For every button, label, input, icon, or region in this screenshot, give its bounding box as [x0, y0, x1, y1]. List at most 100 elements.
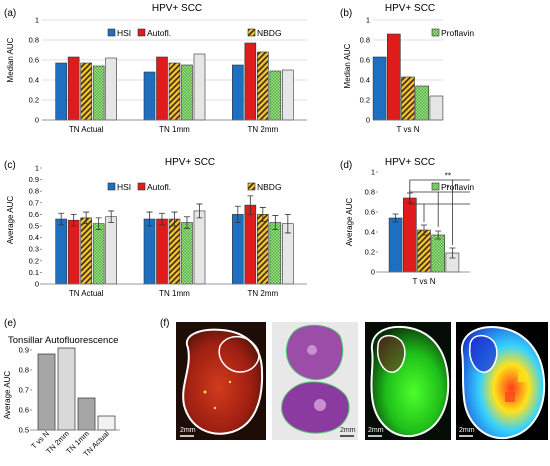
panel-label-c: (c) — [4, 160, 16, 171]
legend-label-c-nbdg: NBDG — [257, 182, 282, 192]
sig-label-proflavin: * — [446, 184, 449, 193]
bar-c-tn-1mm-nbdg — [168, 218, 181, 285]
x-tick-a-1: TN 1mm — [159, 125, 190, 134]
y-tick-c-7: 0.7 — [29, 198, 39, 207]
x-tick-c-0: TN Actual — [69, 289, 104, 298]
specimen-photo-4: 2mm — [456, 322, 548, 440]
y-axis-label-b: Median AUC — [343, 43, 352, 88]
panel-e: (e) Tonsillar Autofluorescence Average A… — [3, 318, 120, 458]
bar-c-tn-actual-proflavin — [92, 223, 105, 285]
panel-c: (c) HPV+ SCC Average AUC HSI Autofl. NBDG P… — [4, 157, 474, 298]
bar-a-tn-2mm-hsi — [232, 64, 244, 121]
error-bar-c-tn-1mm-autofl — [159, 212, 165, 226]
y-tick-e-4: 0.9 — [19, 346, 29, 355]
specimen-photo-3: 2mm — [365, 322, 451, 440]
y-tick-c-1: 0.1 — [29, 268, 39, 277]
error-bar-d-t-vs-n-nbdg — [421, 224, 427, 236]
y-tick-d-5: 1 — [371, 168, 375, 177]
bar-d-t-vs-n-autofl — [402, 197, 417, 273]
bars-d — [388, 197, 460, 273]
bar-e-tn-2mm — [57, 347, 76, 431]
bar-c-tn-1mm-autofl — [156, 218, 168, 285]
x-tick-labels-a: TN Actual TN 1mm TN 2mm — [69, 125, 279, 134]
error-bar-d-t-vs-n-rgb — [449, 247, 456, 259]
bars-e — [37, 347, 116, 431]
sig-label-rgb: ** — [445, 172, 451, 181]
scale-bar-label-4: 2mm — [459, 427, 475, 434]
y-tick-labels-e: 0.5 0.6 0.7 0.8 0.9 — [19, 346, 32, 435]
y-tick-a-2: 0.4 — [29, 76, 39, 85]
error-bar-c-tn-2mm-rgb — [284, 214, 291, 234]
bar-a-tn-1mm-hsi — [143, 71, 156, 121]
y-tick-e-3: 0.8 — [19, 366, 29, 375]
bar-c-tn-2mm-autofl — [244, 204, 257, 285]
legend-label-c-autofl: Autofl. — [147, 182, 171, 192]
error-bar-c-tn-1mm-proflavin — [184, 216, 190, 229]
bar-b-t-vs-n-autofl — [386, 33, 401, 121]
chart-title-b: HPV+ SCC — [385, 3, 435, 14]
error-bar-d-t-vs-n-hsi — [392, 213, 399, 223]
legend-swatch-c-nbdg — [247, 182, 256, 191]
legend-label-a-proflavin: Proflavin — [441, 28, 474, 38]
x-tick-c-2: TN 2mm — [247, 289, 278, 298]
bar-c-tn-1mm-proflavin — [181, 222, 193, 285]
panel-a: (a) HPV+ SCC Median AUC HSI Autofl. NBDG Pr… — [4, 3, 474, 134]
bar-a-tn-2mm-nbdg — [257, 51, 269, 121]
chart-title-a: HPV+ SCC — [152, 3, 202, 14]
panel-label-d: (d) — [340, 160, 352, 171]
y-tick-d-0: 0 — [371, 268, 375, 277]
bar-d-t-vs-n-proflavin — [431, 234, 446, 273]
bar-a-tn-2mm-autofl — [244, 42, 257, 121]
bar-c-tn-2mm-proflavin — [269, 222, 282, 285]
bar-b-t-vs-n-hsi — [372, 56, 387, 121]
y-tick-labels-d: 0 0.2 0.4 0.6 0.8 1 — [365, 168, 378, 277]
error-bar-d-t-vs-n-proflavin — [435, 230, 442, 240]
significance-brackets-d: *** — [409, 172, 470, 245]
x-tick-a-2: TN 2mm — [247, 125, 278, 134]
y-tick-a-1: 0.2 — [29, 96, 39, 105]
bar-b-t-vs-n-nbdg — [401, 76, 415, 121]
legend-swatch-c-proflavin — [431, 182, 440, 191]
legend-swatch-c-autofl — [137, 182, 146, 191]
panel-f: (f) 2mm 2mm 2mm — [160, 318, 548, 440]
panel-d: (d) HPV+ SCC Average AUC 00.20.40.60.81 … — [340, 157, 470, 286]
y-tick-b-1: 0.2 — [360, 96, 370, 105]
specimen-photo-1: 2mm — [176, 322, 266, 440]
bars-c — [55, 204, 294, 285]
chart-title-d: HPV+ SCC — [385, 157, 435, 168]
panel-label-e: (e) — [4, 318, 16, 329]
y-tick-c-6: 0.6 — [29, 210, 39, 219]
y-tick-c-10: 1 — [35, 164, 39, 173]
y-tick-e-0: 0.5 — [19, 426, 29, 435]
bar-d-t-vs-n-nbdg — [417, 229, 431, 273]
x-tick-a-0: TN Actual — [69, 125, 104, 134]
y-tick-d-2: 0.4 — [365, 228, 375, 237]
bracket-autofl-nbdg — [409, 190, 470, 205]
x-tick-d-0: T vs N — [413, 277, 436, 286]
y-tick-d-4: 0.8 — [365, 188, 375, 197]
y-tick-c-5: 0.5 — [29, 222, 39, 231]
error-bar-c-tn-1mm-hsi — [146, 211, 153, 227]
y-axis-label-d: Average AUC — [345, 198, 354, 247]
bracket-autofl-rgb — [409, 179, 470, 190]
bar-c-tn-2mm-hsi — [232, 214, 244, 285]
y-tick-c-9: 0.9 — [29, 175, 39, 184]
error-bar-c-tn-2mm-hsi — [234, 205, 241, 223]
bar-a-tn-actual-proflavin — [92, 65, 105, 121]
error-bar-c-tn-actual-hsi — [58, 212, 65, 226]
scale-bar-label-3: 2mm — [368, 427, 384, 434]
bar-a-tn-actual-hsi — [55, 62, 67, 121]
y-tick-c-0: 0 — [35, 280, 39, 289]
y-tick-c-3: 0.3 — [29, 245, 39, 254]
bar-c-tn-actual-rgb — [105, 216, 117, 285]
y-tick-e-2: 0.7 — [19, 386, 29, 395]
scale-bar-label-2: 2mm — [340, 427, 356, 434]
error-bar-c-tn-2mm-autofl — [247, 195, 254, 215]
legend-swatch-a-autofl — [137, 28, 146, 37]
legend-swatch-c-hsi — [107, 182, 116, 191]
y-tick-d-3: 0.6 — [365, 208, 375, 217]
y-tick-b-3: 0.6 — [360, 56, 370, 65]
error-bar-c-tn-actual-nbdg — [83, 211, 90, 225]
